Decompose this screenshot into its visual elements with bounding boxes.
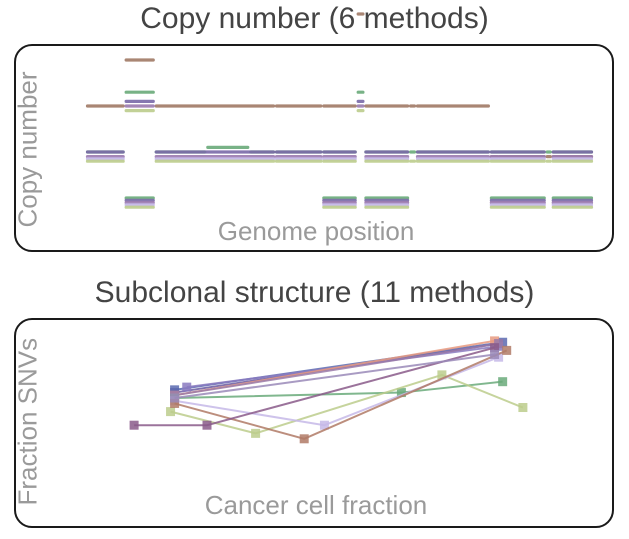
subclone-point (202, 420, 212, 430)
subclone-point (170, 385, 180, 395)
subclone-point (299, 434, 309, 444)
subclone-point (518, 403, 528, 413)
subclone-point (251, 428, 261, 438)
copy-number-ylabel: Copy number (12, 71, 43, 228)
subclone-point (129, 420, 139, 430)
subclone-point (490, 343, 500, 353)
subclone-point (170, 398, 180, 408)
subclonal-ylabel: Fraction SNVs (12, 337, 43, 506)
subclonal-title: Subclonal structure (11 methods) (94, 276, 535, 309)
subclonal-xlabel: Cancer cell fraction (204, 490, 428, 520)
subclone-point (182, 382, 192, 392)
subclone-series-line (174, 353, 495, 399)
copy-number-xlabel: Genome position (217, 216, 415, 246)
subclone-point (396, 388, 406, 398)
subclone-series-line (170, 373, 524, 435)
subclone-series-line (174, 342, 499, 397)
subclone-point (490, 349, 500, 359)
subclonal-panel: Cancer cell fraction Fraction SNVs (12, 318, 614, 528)
copy-number-title: Copy number (6 methods) (140, 2, 489, 35)
copy-number-panel: Genome position Copy number (12, 12, 614, 252)
subclone-point (170, 393, 180, 403)
subclone-point (437, 370, 447, 380)
subclone-point (319, 420, 329, 430)
copy-number-plot (85, 12, 594, 209)
subclone-point (502, 345, 512, 355)
subclone-point (498, 377, 508, 387)
subclone-point (166, 407, 176, 417)
subclonal-plot (129, 336, 528, 444)
